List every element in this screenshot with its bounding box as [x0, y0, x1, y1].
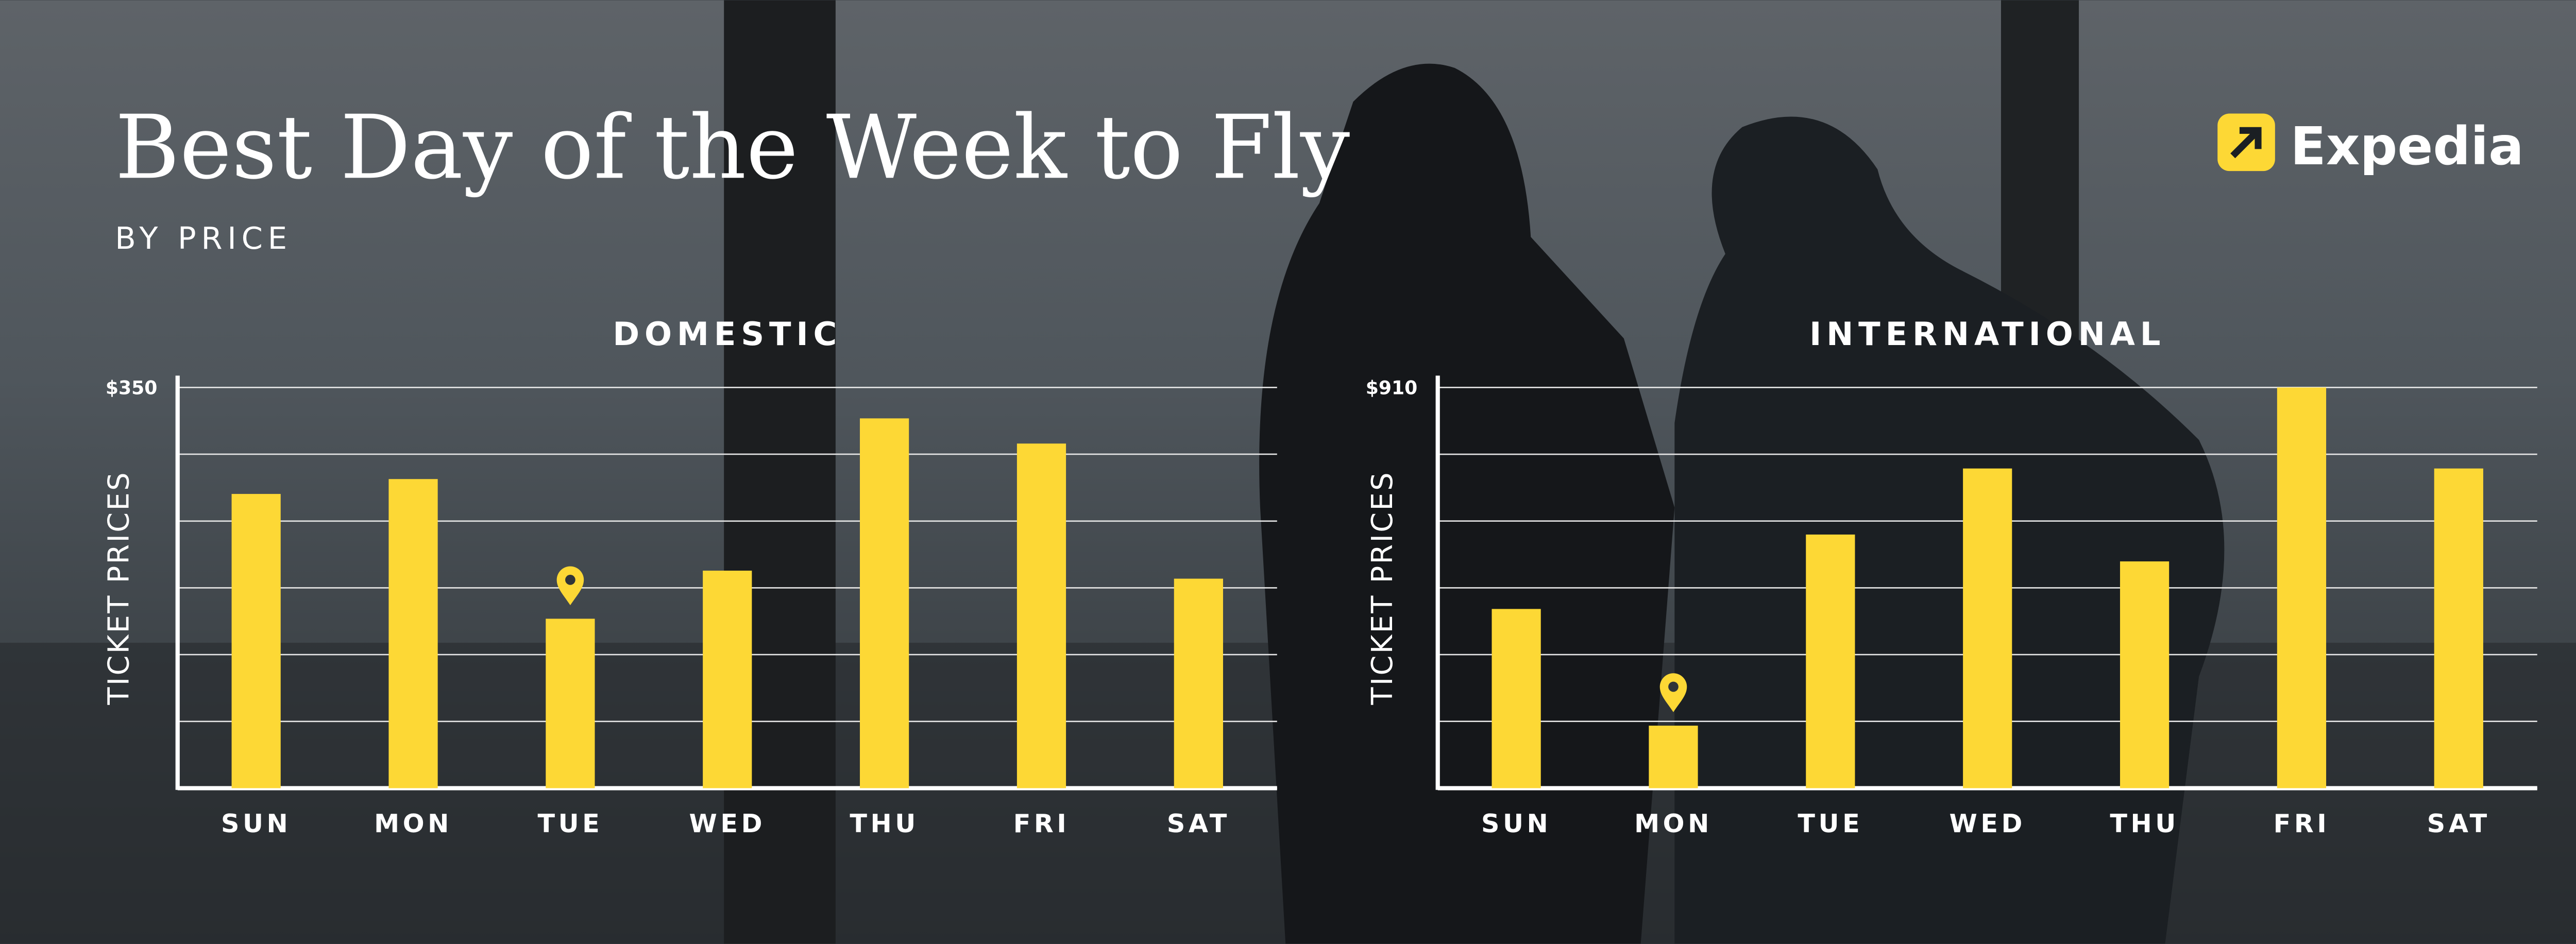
bar [2277, 387, 2327, 788]
x-tick-label: MON [1634, 809, 1713, 838]
pin-icon [556, 566, 584, 606]
y-tick-label: $910 [1366, 376, 1418, 399]
x-tick-label: WED [1949, 809, 2026, 838]
bar [1174, 578, 1223, 788]
bar [1016, 443, 1066, 788]
y-axis-label: TICKET PRICES [103, 471, 136, 705]
bar [1492, 609, 1541, 788]
x-tick-label: FRI [1013, 809, 1070, 838]
brand: Expedia [2290, 116, 2523, 177]
subtitle: BY PRICE [115, 220, 292, 256]
bar [388, 479, 438, 788]
bar [2120, 561, 2170, 788]
bar [1806, 534, 1855, 788]
pin-hole [565, 575, 575, 585]
bar [1963, 468, 2012, 788]
bar [546, 619, 595, 788]
x-tick-label: SUN [221, 809, 291, 838]
x-tick-label: WED [689, 809, 766, 838]
pin-icon [1659, 673, 1687, 712]
x-tick-label: THU [2110, 809, 2179, 838]
x-tick-label: TUE [1798, 809, 1863, 838]
bar [703, 571, 752, 788]
y-axis-label: TICKET PRICES [1366, 471, 1399, 705]
chart-title: DOMESTIC [613, 315, 842, 353]
y-tick-label: $350 [106, 376, 158, 399]
bar [231, 494, 281, 788]
chart-title: INTERNATIONAL [1809, 315, 2165, 353]
brand-arrow [2230, 127, 2262, 159]
x-tick-label: THU [850, 809, 919, 838]
x-tick-label: FRI [2274, 809, 2330, 838]
x-tick-label: SAT [1167, 809, 1230, 838]
title: Best Day of the Week to Fly [115, 97, 1350, 199]
bar [860, 418, 909, 788]
x-tick-label: TUE [537, 809, 603, 838]
bar [1649, 726, 1698, 788]
person-silhouette [1259, 63, 1675, 944]
x-tick-label: SUN [1481, 809, 1551, 838]
x-tick-label: SAT [2427, 809, 2490, 838]
bar [2434, 468, 2483, 788]
x-tick-label: MON [374, 809, 452, 838]
pin-hole [1668, 681, 1679, 692]
